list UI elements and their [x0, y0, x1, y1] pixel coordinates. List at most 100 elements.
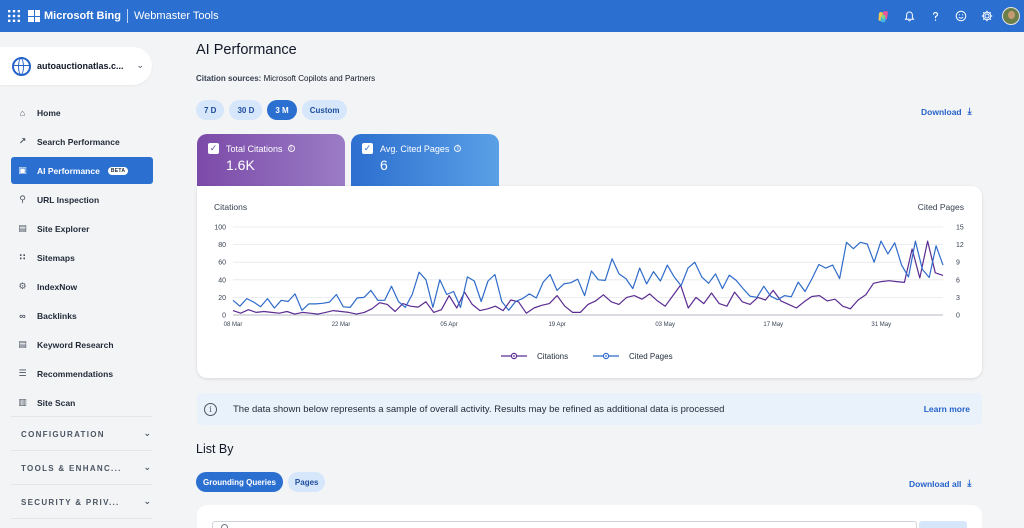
gear-icon[interactable]	[974, 0, 1000, 32]
kpi-value: 1.6K	[226, 157, 255, 173]
link-icon: ∞	[19, 310, 26, 321]
y-tick-label-left: 40	[218, 277, 226, 284]
tab-grounding-queries[interactable]: Grounding Queries	[196, 472, 283, 492]
legend-marker-dot	[513, 355, 515, 357]
list-by-heading: List By	[196, 442, 234, 456]
info-text: The data shown below represents a sample…	[233, 403, 725, 415]
range-3m-button[interactable]: 3 M	[267, 100, 297, 120]
citation-sources-value: Microsoft Copilots and Partners	[263, 74, 376, 83]
app-launcher-icon[interactable]	[0, 0, 28, 32]
beta-badge: BETA	[107, 166, 129, 175]
y-tick-label-left: 0	[222, 313, 226, 320]
sidebar-item-recommendations[interactable]: ☰ Recommendations	[11, 360, 153, 387]
sidebar: autoauctionatlas.c... ⌄ ⌂ Home ↗ Search Per…	[0, 32, 164, 528]
kpi-checkbox[interactable]: ✓	[362, 143, 373, 154]
header-divider	[127, 9, 128, 23]
range-custom-button[interactable]: Custom	[301, 100, 348, 120]
kpi-label: Avg. Cited Pages	[380, 143, 450, 154]
sidebar-item-site-explorer[interactable]: ▤ Site Explorer	[11, 215, 153, 242]
section-security-privacy[interactable]: SECURITY & PRIV... ⌄	[21, 495, 151, 509]
y-tick-label-left: 80	[218, 242, 226, 249]
download-icon: ⤓	[967, 478, 972, 488]
section-label: SECURITY & PRIV...	[21, 497, 120, 507]
section-configuration[interactable]: CONFIGURATION ⌄	[21, 427, 151, 441]
x-tick-label: 17 May	[763, 322, 783, 328]
sidebar-item-label: Site Explorer	[37, 223, 90, 234]
y-tick-label-right: 6	[956, 277, 960, 284]
product-name[interactable]: Webmaster Tools	[134, 10, 219, 22]
search-input[interactable]	[212, 521, 917, 528]
chevron-down-icon: ⌄	[143, 428, 151, 438]
info-icon: i	[204, 402, 217, 416]
section-divider	[11, 484, 152, 485]
chevron-down-icon: ⌄	[136, 60, 144, 70]
download-button[interactable]: Download ⤓	[921, 106, 972, 117]
sidebar-item-ai-performance[interactable]: ▣ AI Performance BETA	[11, 157, 153, 184]
section-tools-enhancements[interactable]: TOOLS & ENHANC... ⌄	[21, 461, 151, 475]
chevron-down-icon: ⌄	[143, 462, 151, 472]
y-tick-label-right: 3	[956, 295, 960, 302]
range-30d-button[interactable]: 30 D	[229, 100, 263, 120]
scan-icon: ▥	[18, 397, 27, 407]
gear-outline-icon: ⚙	[18, 281, 27, 291]
series-line-citations	[232, 240, 944, 315]
chart-card: Citations Cited Pages 0 20 40 60 80 100 0 3 6 9 12 15…	[197, 186, 982, 378]
microsoft-logo[interactable]: Microsoft Bing	[28, 10, 121, 22]
sidebar-item-label: Sitemaps	[37, 252, 75, 263]
filter-button[interactable]	[919, 521, 967, 528]
sidebar-item-home[interactable]: ⌂ Home	[11, 99, 153, 126]
kpi-checkbox[interactable]: ✓	[208, 143, 219, 154]
x-tick-label: 05 Apr	[440, 322, 457, 328]
kpi-avg-cited-pages[interactable]: ✓ Avg. Cited Pages i 6	[351, 134, 499, 190]
x-tick-label: 22 Mar	[332, 322, 351, 328]
kpi-total-citations[interactable]: ✓ Total Citations i 1.6K	[197, 134, 345, 190]
download-icon: ⤓	[967, 106, 972, 116]
smiley-icon[interactable]	[948, 0, 974, 32]
document-icon: ▤	[18, 339, 27, 349]
learn-more-link[interactable]: Learn more	[923, 404, 970, 414]
top-bar: Microsoft Bing Webmaster Tools	[0, 0, 1024, 32]
x-tick-label: 08 Mar	[224, 322, 243, 328]
download-all-button[interactable]: Download all ⤓	[909, 478, 971, 489]
sidebar-item-label: Keyword Research	[37, 339, 114, 350]
info-icon[interactable]: i	[454, 145, 462, 152]
avatar[interactable]	[1002, 7, 1020, 25]
trend-icon: ↗	[18, 136, 27, 146]
site-picker[interactable]: autoauctionatlas.c... ⌄	[0, 47, 152, 85]
search-icon	[221, 524, 228, 528]
y-tick-label-left: 20	[218, 295, 226, 302]
sidebar-item-indexnow[interactable]: ⚙ IndexNow	[11, 273, 153, 300]
sidebar-item-backlinks[interactable]: ∞ Backlinks	[11, 302, 153, 329]
x-tick-label: 19 Apr	[548, 322, 565, 328]
microsoft-logo-icon	[28, 10, 40, 22]
sidebar-item-search-performance[interactable]: ↗ Search Performance	[11, 128, 153, 155]
help-icon[interactable]	[922, 0, 948, 32]
bell-icon[interactable]	[896, 0, 922, 32]
section-divider	[11, 450, 152, 451]
kpi-label: Total Citations	[226, 143, 283, 154]
sidebar-item-label: Recommendations	[37, 368, 114, 379]
sidebar-item-label: AI Performance	[37, 165, 100, 176]
y-tick-label-right: 15	[956, 225, 964, 232]
citation-sources: Citation sources: Microsoft Copilots and…	[196, 74, 375, 83]
sidebar-item-url-inspection[interactable]: ⚲ URL Inspection	[11, 186, 153, 213]
globe-icon	[12, 56, 31, 76]
info-icon[interactable]: i	[287, 145, 295, 152]
left-axis-title: Citations	[214, 202, 247, 212]
line-chart: Citations Cited Pages 0 20 40 60 80 100 0 3 6 9 12 15…	[214, 202, 964, 361]
range-7d-button[interactable]: 7 D	[196, 100, 225, 120]
sidebar-item-site-scan[interactable]: ▥ Site Scan	[11, 389, 153, 416]
sidebar-item-keyword-research[interactable]: ▤ Keyword Research	[11, 331, 153, 358]
y-tick-label-right: 0	[956, 313, 960, 320]
download-all-label: Download all	[909, 478, 962, 489]
list-by-tabs: Grounding Queries Pages	[196, 472, 330, 492]
home-icon: ⌂	[19, 107, 26, 118]
tab-pages[interactable]: Pages	[287, 472, 326, 492]
document-icon: ▤	[18, 223, 27, 233]
sidebar-item-sitemaps[interactable]: ∷ Sitemaps	[11, 244, 153, 271]
kpi-value: 6	[380, 157, 388, 173]
sidebar-item-label: Backlinks	[37, 310, 77, 321]
copilot-icon[interactable]	[870, 0, 896, 32]
info-banner: i The data shown below represents a samp…	[197, 393, 982, 425]
right-axis-title: Cited Pages	[918, 202, 964, 212]
